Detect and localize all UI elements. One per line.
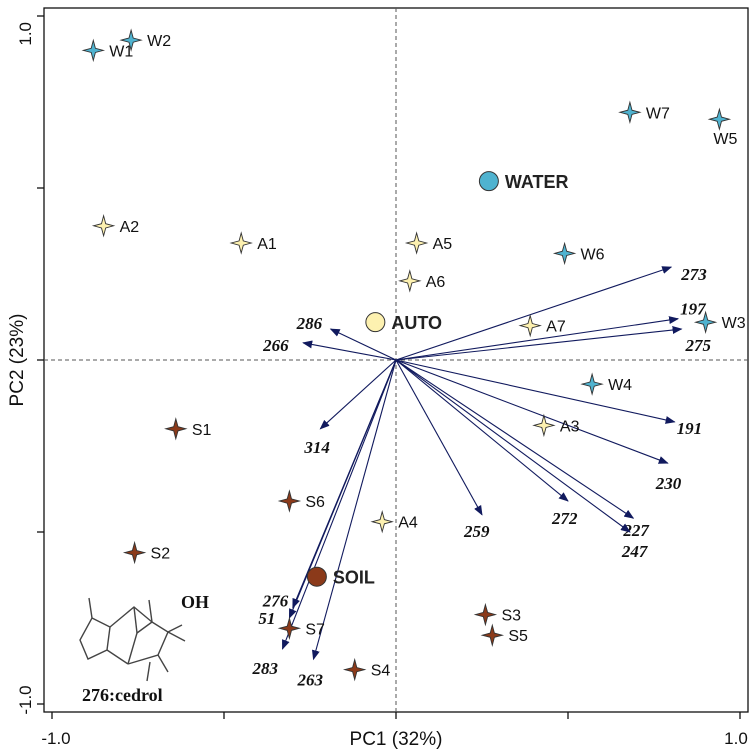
hydroxyl-label: OH [181, 592, 209, 612]
loading-vectors: 273 197 275 191 230 227 247 272 259 286 266 314 2765… [251, 265, 711, 689]
vector-label-259: 259 [463, 522, 490, 541]
vector-label-276: 276 [262, 592, 289, 611]
vector-label-275: 275 [685, 336, 712, 355]
y-tick-label-top: 1.0 [16, 22, 35, 46]
vector-273 [395, 266, 673, 361]
centroid-auto [365, 312, 386, 333]
point-W4 [580, 372, 604, 396]
vector-197 [395, 316, 680, 361]
point-S3 [473, 602, 498, 627]
point-label-S5: S5 [508, 628, 528, 645]
centroid-label-soil: SOIL [333, 568, 375, 588]
point-label-W1: W1 [109, 43, 133, 60]
group-centroids: WATER AUTO SOIL [306, 171, 569, 588]
point-S1 [164, 417, 188, 441]
structure-caption: 276:cedrol [82, 685, 163, 705]
point-label-W3: W3 [722, 315, 746, 332]
vector-label-263: 263 [296, 670, 323, 689]
point-W5 [707, 107, 732, 131]
vector-label-51: 51 [258, 609, 275, 628]
centroid-soil [306, 566, 327, 587]
point-S2 [122, 540, 147, 565]
vector-label-273: 273 [680, 265, 707, 284]
point-label-S3: S3 [501, 608, 521, 625]
vector-label-247: 247 [621, 542, 649, 561]
x-tick-label-left: -1.0 [41, 729, 70, 748]
centroid-label-water: WATER [505, 172, 569, 192]
vector-286 [329, 328, 397, 361]
x-tick-label-right: 1.0 [724, 729, 748, 748]
x-axis-title: PC1 (32%) [350, 729, 443, 750]
point-W7 [618, 100, 642, 125]
centroid-label-auto: AUTO [391, 313, 442, 333]
point-label-A5: A5 [433, 236, 453, 253]
point-A1 [229, 231, 253, 255]
vector-263 [311, 359, 397, 661]
vector-191 [395, 359, 676, 424]
sample-points: W1 W2 W3 W4 W5 W6 W7 A1 A2 A3 A4 A5 A6 A7 S1 S2 S3 S4 S5 S6… [81, 28, 746, 682]
point-A6 [398, 269, 422, 293]
vector-283 [281, 359, 397, 650]
point-W3 [693, 310, 718, 334]
vector-272 [395, 359, 569, 502]
point-label-A7: A7 [546, 319, 566, 336]
vector-label-230: 230 [655, 474, 682, 493]
point-S7 [277, 616, 302, 641]
point-S6 [277, 489, 302, 513]
point-label-A4: A4 [398, 515, 418, 532]
point-label-S2: S2 [151, 546, 171, 563]
point-label-S4: S4 [371, 663, 391, 680]
vector-259 [395, 359, 483, 516]
point-A2 [91, 214, 116, 238]
vector-label-227: 227 [622, 521, 650, 540]
vector-label-266: 266 [262, 336, 289, 355]
point-label-W5: W5 [713, 131, 737, 148]
vector-label-283: 283 [251, 659, 278, 678]
axis-ticks [37, 15, 741, 719]
point-A4 [370, 509, 394, 534]
point-A5 [404, 231, 429, 255]
point-label-W7: W7 [646, 105, 670, 122]
point-S4 [342, 657, 367, 682]
centroid-water [478, 171, 499, 192]
point-label-A3: A3 [560, 418, 580, 435]
vector-label-191: 191 [677, 419, 703, 438]
y-tick-label-bottom: -1.0 [16, 685, 35, 714]
vector-230 [395, 359, 669, 464]
point-W2 [119, 28, 143, 52]
vector-227 [395, 359, 635, 519]
point-A7 [518, 313, 542, 338]
vector-314 [319, 359, 397, 430]
point-label-W4: W4 [608, 377, 632, 394]
vector-275 [395, 326, 683, 361]
point-A3 [532, 413, 556, 438]
point-label-W6: W6 [581, 246, 605, 263]
vector-label-197: 197 [680, 300, 707, 319]
vector-label-314: 314 [303, 438, 330, 457]
point-label-A2: A2 [120, 219, 140, 236]
y-axis-title: PC2 (23%) [7, 314, 28, 407]
point-label-W2: W2 [147, 33, 171, 50]
vector-266 [302, 340, 397, 361]
vector-label-272: 272 [551, 509, 578, 528]
cedrol-structure [79, 597, 186, 682]
point-label-A1: A1 [257, 236, 277, 253]
point-label-A6: A6 [426, 274, 446, 291]
point-label-S7: S7 [305, 621, 325, 638]
point-label-S1: S1 [192, 422, 212, 439]
vector-label-286: 286 [296, 314, 323, 333]
vector-247 [395, 359, 631, 533]
point-W6 [552, 241, 577, 266]
point-label-S6: S6 [305, 494, 325, 511]
point-W1 [81, 38, 106, 63]
point-S5 [480, 623, 505, 647]
